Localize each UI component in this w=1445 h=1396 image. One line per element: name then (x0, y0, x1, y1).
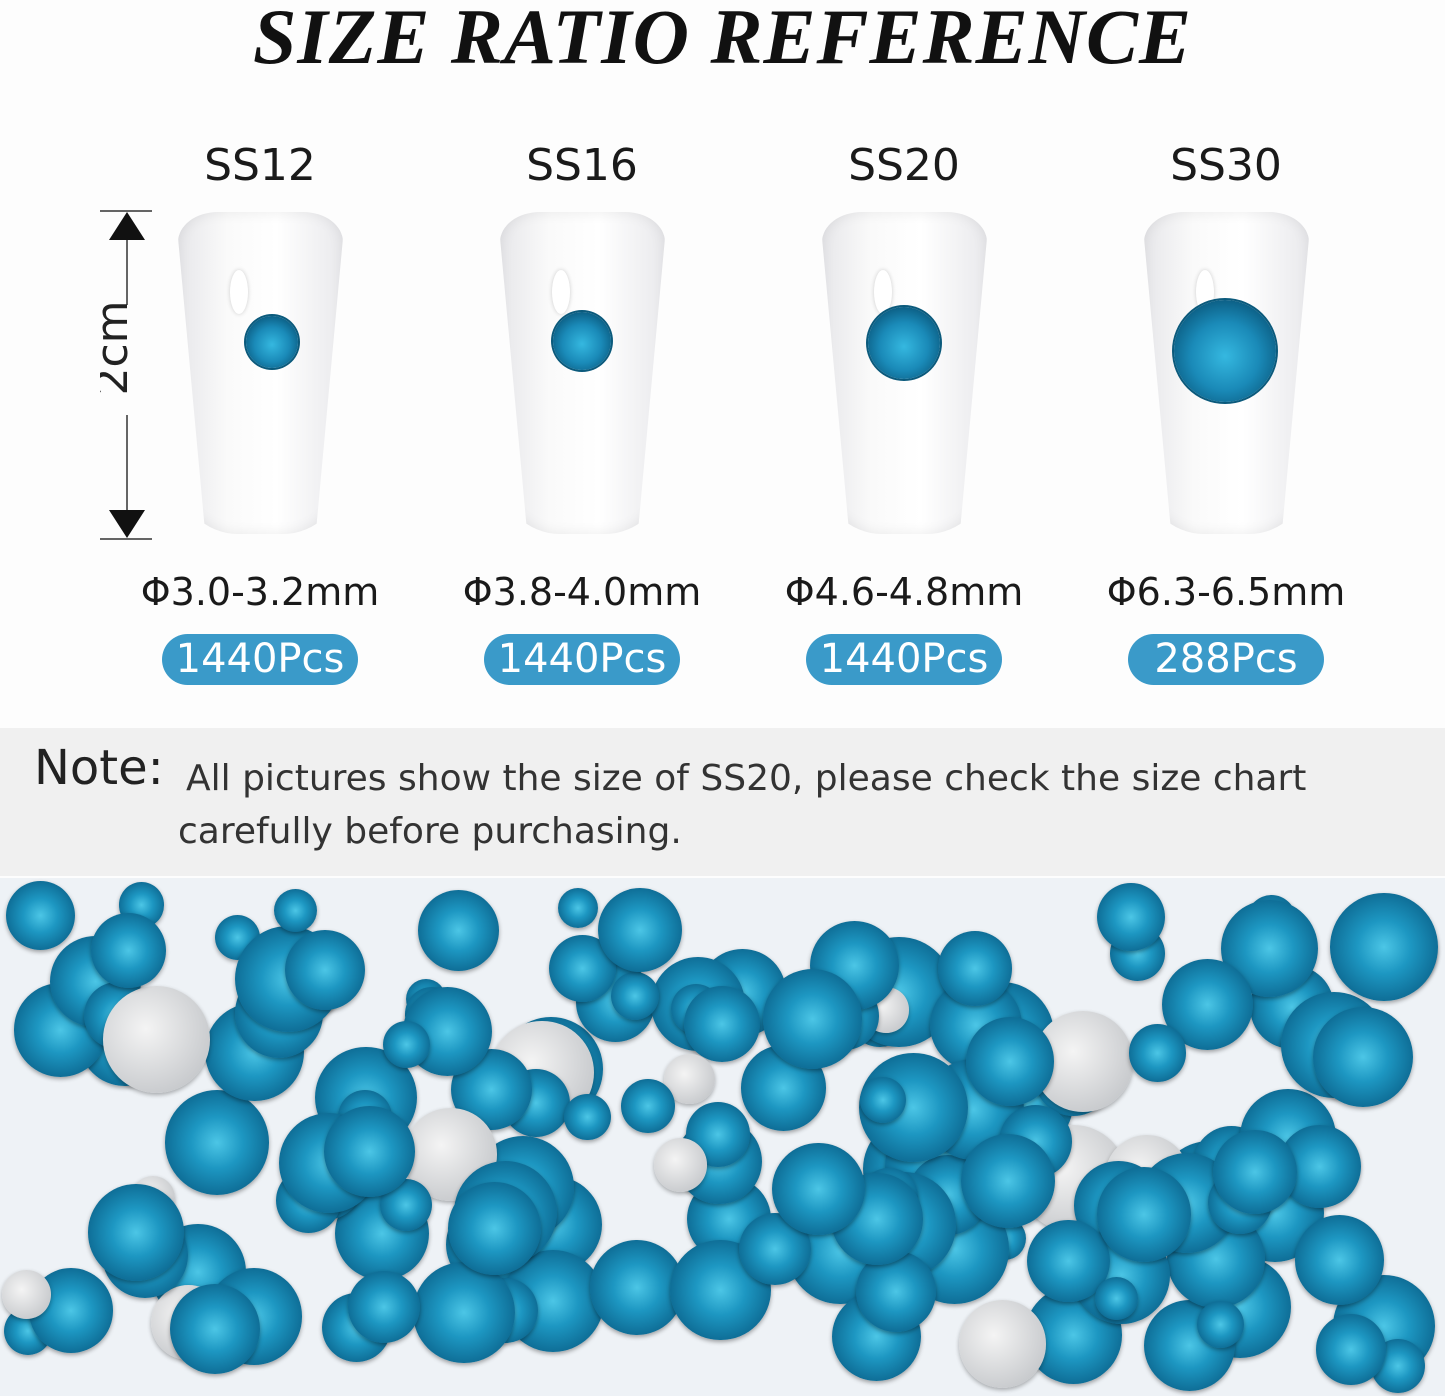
rhinestone (966, 1017, 1055, 1106)
rhinestone (1094, 1276, 1138, 1321)
rhinestone (90, 913, 166, 988)
count-badge: 1440Pcs (806, 634, 1002, 685)
rhinestone (1196, 1301, 1244, 1349)
rhinestone (2, 1270, 51, 1319)
nail-tip (178, 212, 343, 534)
rhinestone (1212, 1129, 1297, 1214)
rhinestone (5, 880, 75, 950)
size-label: SS16 (526, 140, 638, 191)
rhinestone (383, 1020, 431, 1068)
rhinestone (937, 931, 1013, 1006)
rhinestone (1330, 893, 1439, 1002)
diameter-label: Φ3.8-4.0mm (462, 570, 702, 614)
size-label: SS20 (848, 140, 960, 191)
rhinestone (859, 1077, 906, 1124)
ruler-label: 2cm (100, 300, 138, 395)
rhinestone (323, 1106, 415, 1198)
rhinestone (88, 1184, 185, 1281)
size-label: SS30 (1170, 140, 1282, 191)
rhinestone (448, 1182, 541, 1275)
rhinestone (1294, 1215, 1385, 1305)
rhinestone-ss20 (868, 307, 940, 379)
arrow-up-icon (109, 212, 145, 240)
diameter-label: Φ4.6-4.8mm (784, 570, 1024, 614)
rhinestone (763, 969, 863, 1069)
rhinestone (413, 1261, 515, 1364)
rhinestone (558, 888, 599, 929)
rhinestone (274, 889, 318, 933)
rhinestone (653, 1137, 708, 1192)
rhinestone (597, 887, 683, 972)
ruler-2cm: 2cm (100, 210, 152, 540)
rhinestone (1096, 1167, 1191, 1262)
rhinestone (418, 890, 500, 972)
rhinestone-ss30 (1174, 300, 1276, 402)
arrow-down-icon (109, 510, 145, 538)
rhinestone (1312, 1006, 1414, 1107)
rhinestone (589, 1240, 685, 1335)
rhinestone (1128, 1024, 1187, 1082)
nail-tip (1144, 212, 1309, 534)
rhinestone (164, 1090, 270, 1195)
rhinestone (169, 1283, 261, 1375)
rhinestone (347, 1271, 420, 1344)
rhinestone (1096, 883, 1166, 952)
rhinestone-ss12 (246, 316, 298, 368)
rhinestone (772, 1143, 865, 1236)
diameter-label: Φ3.0-3.2mm (140, 570, 380, 614)
rhinestone (683, 986, 761, 1063)
diameter-label: Φ6.3-6.5mm (1106, 570, 1346, 614)
count-badge: 1440Pcs (162, 634, 358, 685)
rhinestone (621, 1078, 676, 1133)
rhinestone (102, 985, 210, 1093)
note-band (0, 728, 1445, 876)
page-title: SIZE RATIO REFERENCE (252, 0, 1192, 80)
rhinestone (284, 929, 365, 1010)
nail-tip (500, 212, 665, 534)
rhinestone (855, 1251, 937, 1332)
count-badge: 1440Pcs (484, 634, 680, 685)
count-badge: 288Pcs (1128, 634, 1324, 685)
rhinestone (564, 1093, 611, 1141)
rhinestone (610, 971, 660, 1021)
rhinestone (958, 1300, 1047, 1388)
note-label: Note: (34, 740, 164, 796)
rhinestones-photo (0, 878, 1445, 1396)
rhinestone (961, 1133, 1056, 1228)
size-label: SS12 (204, 140, 316, 191)
rhinestone-ss16 (553, 312, 611, 370)
rhinestone (1315, 1314, 1387, 1385)
note-text: All pictures show the size of SS20, plea… (178, 758, 1307, 852)
